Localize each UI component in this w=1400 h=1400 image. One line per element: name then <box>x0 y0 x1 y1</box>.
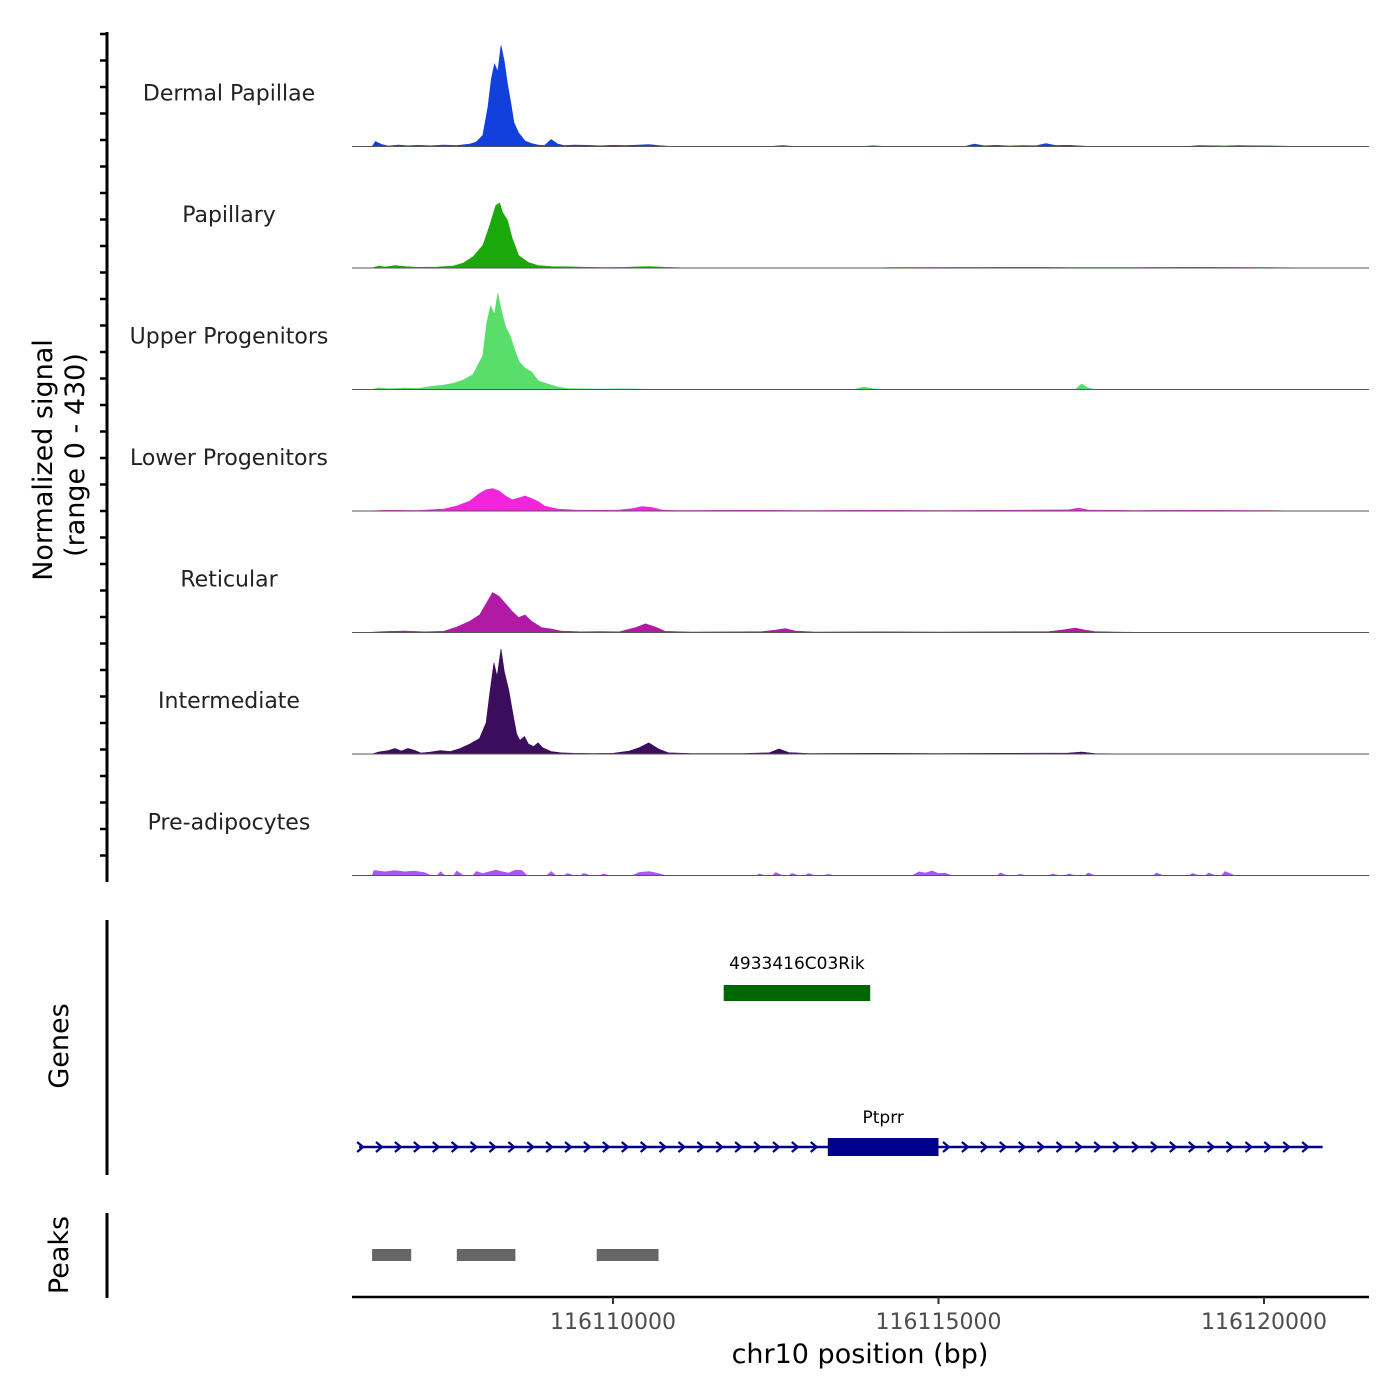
strand-arrow-35 <box>1017 1141 1027 1153</box>
strand-arrow-20 <box>734 1141 743 1153</box>
strand-arrow-17 <box>677 1141 687 1153</box>
track-label-intermediate: Intermediate <box>158 689 300 714</box>
strand-arrow-38 <box>1074 1141 1084 1153</box>
strand-arrow-11 <box>564 1141 573 1153</box>
coverage-area-papillary <box>372 202 1323 269</box>
strand-arrow-48 <box>1263 1141 1273 1153</box>
track-lower-progenitors: Lower Progenitors <box>130 446 1369 512</box>
gene-label-4933416c03rik: 4933416C03Rik <box>729 954 865 974</box>
strand-arrow-37 <box>1055 1141 1065 1153</box>
track-label-pre-adipocytes: Pre-adipocytes <box>148 811 311 836</box>
track-label-papillary: Papillary <box>182 203 276 228</box>
strand-arrow-32 <box>961 1141 970 1153</box>
coverage-area-pre-adipocytes <box>371 869 1235 876</box>
strand-arrow-34 <box>998 1141 1008 1153</box>
gene-4933416c03rik: 4933416C03Rik <box>723 954 871 1001</box>
strand-arrow-40 <box>1112 1141 1121 1153</box>
coverage-area-lower-progenitors <box>365 488 1304 512</box>
strand-arrow-12 <box>583 1141 592 1153</box>
gene-annotations: 4933416C03Rik Ptprr <box>356 954 1323 1156</box>
strand-arrow-36 <box>1036 1141 1046 1153</box>
track-reticular: Reticular <box>180 568 1369 633</box>
track-label-upper-progenitors: Upper Progenitors <box>130 325 329 350</box>
strand-arrow-45 <box>1206 1141 1216 1153</box>
x-axis-title: chr10 position (bp) <box>732 1339 989 1370</box>
track-label-dermal-papillae: Dermal Papillae <box>143 82 315 107</box>
strand-arrow-22 <box>772 1141 781 1153</box>
strand-arrow-1 <box>375 1141 384 1153</box>
peak-regions <box>372 1249 659 1261</box>
strand-arrow-14 <box>620 1141 630 1153</box>
gene-ptprr: Ptprr <box>356 1108 1323 1156</box>
strand-arrow-8 <box>507 1141 517 1153</box>
strand-arrow-43 <box>1169 1141 1178 1153</box>
strand-arrow-19 <box>715 1141 724 1153</box>
strand-arrow-10 <box>545 1141 554 1153</box>
x-axis-ticks: 116110000 116115000 116120000 <box>550 1297 1327 1335</box>
strand-arrow-6 <box>469 1141 479 1153</box>
strand-arrow-15 <box>639 1141 649 1153</box>
strand-arrow-4 <box>431 1141 441 1153</box>
track-dermal-papillae: Dermal Papillae <box>143 45 1369 147</box>
strand-arrow-39 <box>1093 1141 1102 1153</box>
strand-arrow-13 <box>602 1141 611 1153</box>
coverage-tracks: Dermal Papillae Papillary Upper Progenitor… <box>130 45 1369 876</box>
track-pre-adipocytes: Pre-adipocytes <box>148 811 1369 876</box>
x-tick-label-1: 116115000 <box>876 1310 1002 1335</box>
x-tick-label-2: 116120000 <box>1201 1310 1327 1335</box>
coverage-area-reticular <box>365 592 1147 633</box>
coverage-area-intermediate <box>372 648 1134 755</box>
strand-arrow-31 <box>942 1141 951 1153</box>
coverage-area-dermal-papillae <box>371 45 1304 147</box>
gene-exon-ptprr <box>827 1138 939 1156</box>
y-axis-title-line2: (range 0 - 430) <box>60 353 91 557</box>
track-intermediate: Intermediate <box>158 648 1369 755</box>
strand-arrow-9 <box>526 1141 535 1153</box>
peak-0 <box>372 1249 412 1261</box>
track-label-reticular: Reticular <box>180 568 278 593</box>
strand-arrow-47 <box>1244 1141 1254 1153</box>
gene-exon-4933416c03rik <box>723 985 871 1001</box>
strand-arrow-24 <box>809 1141 819 1153</box>
y-axis-title-line1: Normalized signal <box>28 339 59 581</box>
strand-arrow-2 <box>394 1141 403 1153</box>
coverage-y-ticks <box>100 32 107 857</box>
strand-arrow-3 <box>413 1141 422 1153</box>
peak-1 <box>456 1249 516 1261</box>
strand-arrow-16 <box>658 1141 668 1153</box>
strand-arrow-44 <box>1187 1141 1197 1153</box>
strand-arrow-41 <box>1131 1141 1140 1153</box>
strand-arrow-49 <box>1282 1141 1291 1153</box>
strand-arrow-23 <box>791 1141 800 1153</box>
gene-label-ptprr: Ptprr <box>863 1108 904 1128</box>
strand-arrow-7 <box>488 1141 498 1153</box>
strand-arrow-50 <box>1301 1141 1310 1153</box>
coverage-area-upper-progenitors <box>372 293 1095 390</box>
strand-arrow-18 <box>696 1141 706 1153</box>
track-upper-progenitors: Upper Progenitors <box>130 293 1369 390</box>
strand-arrow-21 <box>753 1141 762 1153</box>
x-tick-label-0: 116110000 <box>550 1310 676 1335</box>
track-papillary: Papillary <box>182 202 1369 269</box>
strand-arrow-42 <box>1150 1141 1159 1153</box>
strand-arrow-5 <box>450 1141 460 1153</box>
strand-arrow-46 <box>1225 1141 1235 1153</box>
strand-arrow-33 <box>980 1141 989 1153</box>
peaks-panel-title: Peaks <box>44 1216 75 1294</box>
track-label-lower-progenitors: Lower Progenitors <box>130 446 328 471</box>
peak-2 <box>596 1249 659 1261</box>
strand-arrow-0 <box>356 1141 365 1153</box>
genes-panel-title: Genes <box>44 1003 75 1088</box>
